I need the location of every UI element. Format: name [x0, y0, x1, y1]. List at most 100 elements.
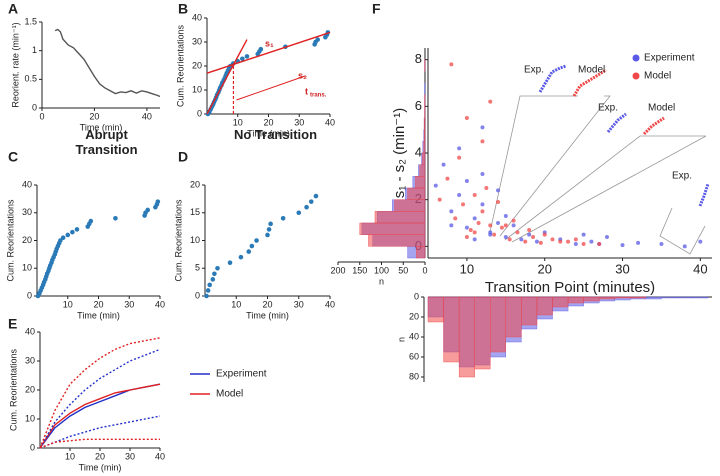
y-tick-label: 0 [27, 290, 32, 300]
legend-label: Experiment [216, 369, 267, 380]
point [258, 46, 264, 52]
point [488, 99, 493, 104]
x-tick-label: 20 [263, 117, 273, 127]
annotation: Exp. [524, 65, 544, 76]
point [227, 260, 233, 266]
y-tick-label: 20 [192, 60, 202, 70]
y-tick-label: 80 [409, 371, 419, 381]
y-tick-label: 40 [192, 12, 202, 22]
x-tick-label: 40 [693, 261, 707, 276]
panel-label: B [178, 1, 188, 17]
annotation: t [305, 86, 308, 96]
hist-bar [614, 296, 631, 299]
y-tick-label: 6 [415, 98, 422, 113]
inset-guides [489, 95, 707, 255]
annotation: Exp. [598, 103, 618, 114]
hist-bar [416, 246, 426, 259]
point [204, 293, 209, 299]
point [207, 282, 212, 288]
legend-label: Experiment [644, 53, 695, 64]
hist-bar [423, 129, 426, 142]
x-axis-label: Time (min) [246, 310, 289, 320]
hist-bar [427, 296, 444, 323]
hist-bar [521, 296, 538, 326]
y-tick-label: 0 [414, 291, 419, 301]
point [464, 235, 469, 239]
hist-bar [407, 187, 426, 200]
y-axis-label: s₁ - s₂ (min⁻¹) [391, 108, 408, 198]
point [488, 232, 493, 237]
y-tick-label: 1.5 [24, 16, 37, 26]
y-tick-label: 60 [409, 351, 419, 361]
point [464, 225, 469, 230]
point [589, 239, 594, 244]
legend-label: Model [216, 389, 243, 400]
point [472, 216, 477, 221]
point [499, 225, 504, 230]
point [620, 243, 625, 248]
point [215, 265, 220, 271]
x-axis-label: n [379, 276, 384, 286]
panel-label: F [372, 1, 381, 17]
point [496, 188, 501, 193]
x-tick-label: 10 [233, 117, 243, 127]
point [280, 216, 286, 221]
point [682, 244, 687, 249]
y-tick-label: 40 [25, 326, 35, 336]
x-tick-label: 100 [374, 265, 389, 275]
x-tick-label: 40 [155, 299, 165, 309]
x-tick-label: 30 [615, 261, 629, 276]
hist-bar [359, 222, 426, 235]
point [573, 237, 578, 242]
y-axis-label: Cum. Reorientations [175, 24, 185, 107]
point [527, 232, 532, 237]
point [519, 237, 524, 242]
x-tick-label: 10 [460, 261, 474, 276]
point [550, 237, 555, 242]
x-tick-label: 150 [352, 265, 367, 275]
point [296, 210, 302, 216]
chart-title: Abrupt Transition [75, 127, 138, 157]
hist-bar [598, 296, 615, 300]
point [636, 240, 641, 245]
series-line [39, 438, 160, 449]
x-axis-label: Transition Point (minutes) [485, 279, 655, 296]
point [558, 239, 563, 244]
point [488, 223, 493, 228]
hist-bar [692, 296, 709, 299]
x-tick-label: 0 [39, 111, 44, 121]
y-axis-label: Cum. Reorientations [8, 348, 18, 431]
hist-bar [583, 296, 600, 302]
x-tick-label: 30 [125, 451, 135, 461]
point [464, 179, 469, 183]
y-axis-label: Cum. Reorientations [5, 199, 15, 282]
y-axis-label: n [396, 337, 406, 342]
point [503, 235, 508, 239]
point [449, 223, 454, 228]
hist-bar [490, 296, 507, 353]
y-tick-label: 20 [25, 384, 35, 394]
x-tick-label: 20 [537, 261, 551, 276]
hist-bar [422, 152, 426, 165]
x-axis-label: Time (min) [247, 128, 290, 138]
series-line [39, 383, 161, 449]
series-line [54, 28, 161, 98]
series-line [39, 348, 161, 449]
point [74, 227, 80, 232]
point [246, 249, 252, 254]
point [437, 197, 442, 202]
point [480, 125, 485, 130]
point [155, 199, 161, 204]
hist-bar [505, 296, 522, 338]
hist-bar [415, 176, 426, 189]
point [313, 193, 319, 199]
point [472, 237, 477, 242]
x-tick-label: 40 [142, 111, 152, 121]
x-tick-label: 20 [89, 111, 99, 121]
hist-bar [443, 296, 460, 363]
point [60, 235, 66, 241]
point [480, 172, 485, 176]
point [523, 239, 528, 244]
panel-label: D [178, 149, 188, 165]
y-axis-label: Reorient. rate (min⁻¹) [10, 22, 20, 107]
